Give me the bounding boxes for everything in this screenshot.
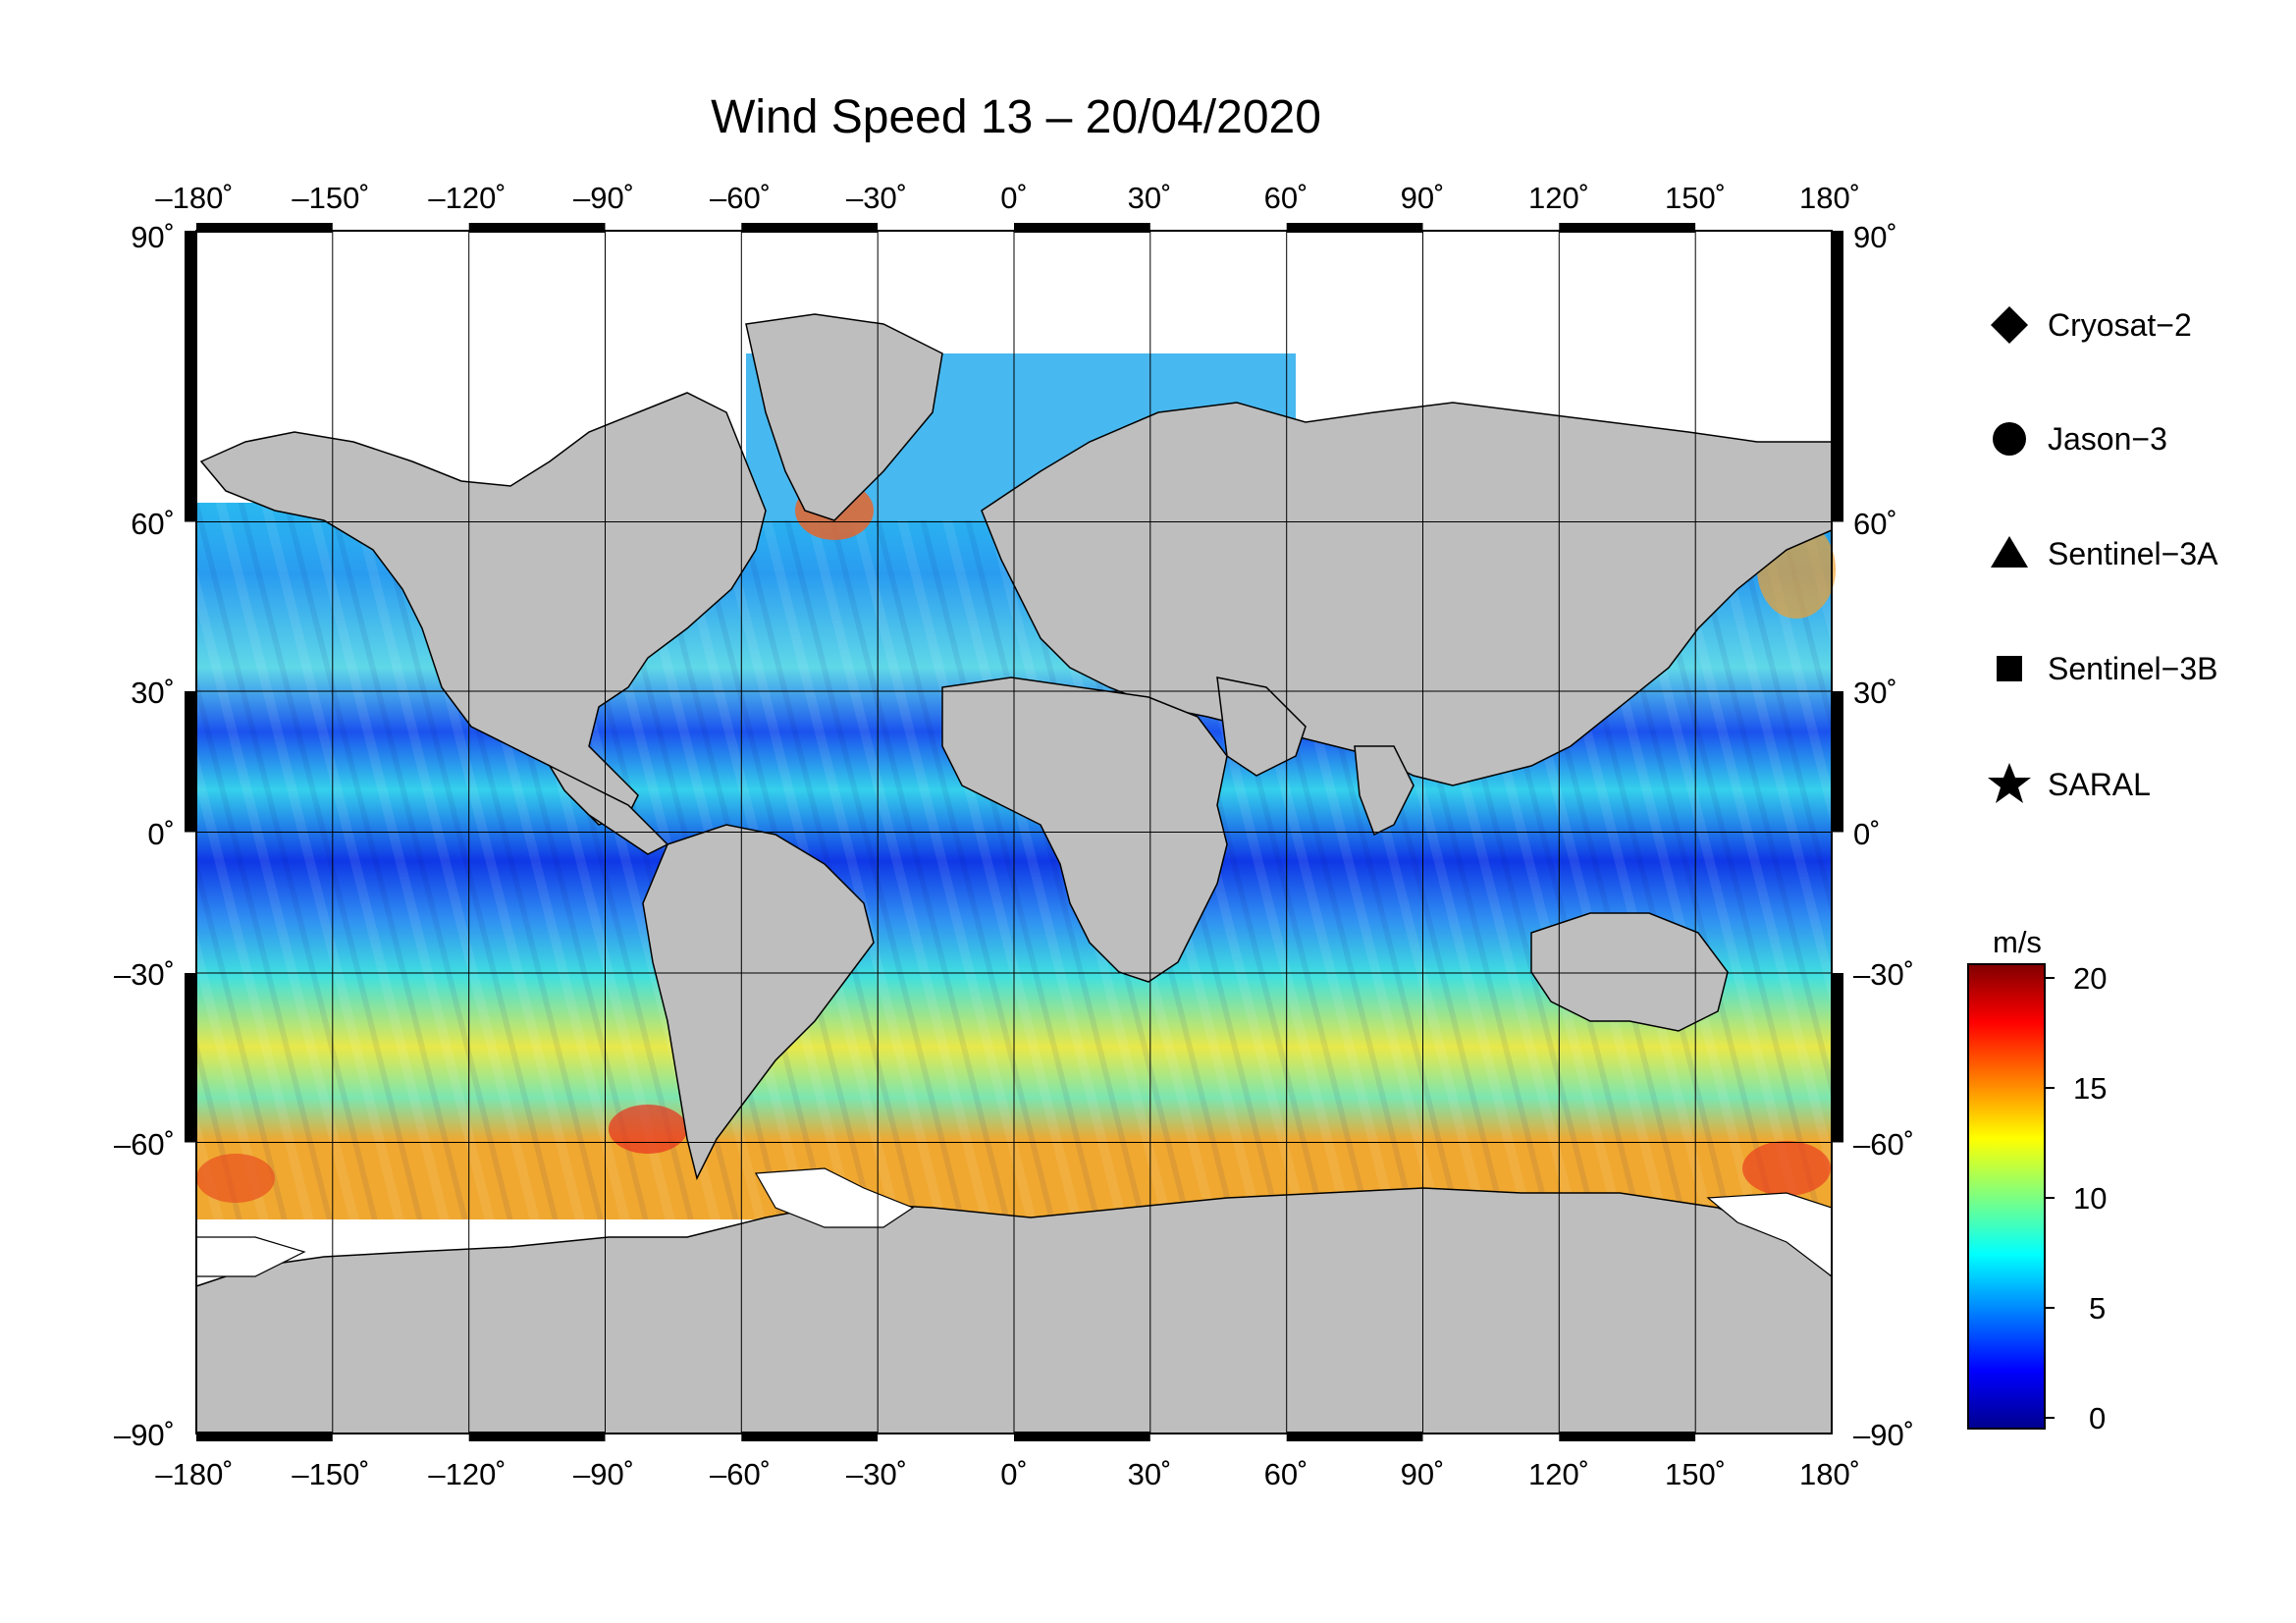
weddell-ice-shelf xyxy=(755,1167,915,1228)
lon-tick: 60˚ xyxy=(1264,181,1308,215)
map-area xyxy=(185,223,1843,1441)
lon-tick: 90˚ xyxy=(1401,181,1445,215)
lon-tick: 150˚ xyxy=(1665,181,1726,215)
colorbar-tick-label: 15 xyxy=(2073,1071,2107,1106)
diamond-icon xyxy=(1991,306,2028,344)
lat-tick: –30˚ xyxy=(114,957,175,992)
lat-tick: –60˚ xyxy=(1853,1127,1914,1162)
lon-ticks-bottom: –180˚ –150˚ –120˚ –90˚ –60˚ –30˚ 0˚ 30˚ … xyxy=(155,1457,1860,1491)
frame-checker xyxy=(185,223,1843,1441)
lon-tick: 120˚ xyxy=(1528,181,1589,215)
lat-tick: 90˚ xyxy=(1853,220,1897,254)
lat-tick: 30˚ xyxy=(131,676,175,710)
lon-tick: 180˚ xyxy=(1799,1457,1860,1491)
lat-tick: 30˚ xyxy=(1853,676,1897,710)
lat-tick: 60˚ xyxy=(1853,507,1897,541)
star-icon xyxy=(1988,763,2031,803)
colorbar: m/s 0 5 10 15 20 xyxy=(1967,925,2107,1435)
lon-tick: 180˚ xyxy=(1799,181,1860,215)
legend-label: SARAL xyxy=(2048,767,2151,802)
lon-tick: 150˚ xyxy=(1665,1457,1726,1491)
legend-label: Jason−3 xyxy=(2048,421,2167,457)
colorbar-tick-label: 0 xyxy=(2089,1401,2106,1435)
circle-icon xyxy=(1993,422,2026,456)
triangle-icon xyxy=(1991,536,2028,568)
lat-tick: –60˚ xyxy=(114,1127,175,1162)
lon-tick: 60˚ xyxy=(1264,1457,1308,1491)
high-wind-patch xyxy=(1742,1141,1831,1196)
lon-tick: –30˚ xyxy=(846,181,907,215)
colorbar-unit: m/s xyxy=(1993,925,2042,959)
lon-tick: 0˚ xyxy=(1000,181,1028,215)
lon-tick: –90˚ xyxy=(573,181,634,215)
lon-tick: –180˚ xyxy=(155,181,233,215)
north-america xyxy=(199,392,767,826)
satellite-legend: Cryosat−2 Jason−3 Sentinel−3A Sentinel−3… xyxy=(1988,306,2218,803)
lon-tick: –60˚ xyxy=(710,181,771,215)
legend-label: Sentinel−3A xyxy=(2048,536,2218,571)
australia xyxy=(1530,912,1729,1032)
legend-label: Cryosat−2 xyxy=(2048,307,2192,343)
lat-tick: 0˚ xyxy=(147,817,175,851)
colorbar-tick-label: 10 xyxy=(2073,1181,2107,1216)
lon-tick: –120˚ xyxy=(428,1457,506,1491)
lat-tick: 0˚ xyxy=(1853,817,1881,851)
lat-tick: –90˚ xyxy=(114,1418,175,1452)
lon-tick: 90˚ xyxy=(1401,1457,1445,1491)
lon-tick: –180˚ xyxy=(155,1457,233,1491)
lat-tick: –30˚ xyxy=(1853,957,1914,992)
lon-tick: 30˚ xyxy=(1128,1457,1172,1491)
lat-tick: 90˚ xyxy=(131,220,175,254)
colorbar-ticks xyxy=(2045,977,2055,1419)
south-america xyxy=(642,824,875,1181)
graticule xyxy=(196,231,1832,1434)
lat-ticks-right: 90˚ 60˚ 30˚ 0˚ –30˚ –60˚ –90˚ xyxy=(1853,220,1914,1452)
lon-tick: –120˚ xyxy=(428,181,506,215)
lon-tick: 30˚ xyxy=(1128,181,1172,215)
lon-ticks-top: –180˚ –150˚ –120˚ –90˚ –60˚ –30˚ 0˚ 30˚ … xyxy=(155,181,1860,215)
square-icon xyxy=(1997,656,2022,681)
map-title: Wind Speed 13 – 20/04/2020 xyxy=(711,91,1321,143)
legend-label: Sentinel−3B xyxy=(2048,651,2217,686)
lon-tick: 120˚ xyxy=(1528,1457,1589,1491)
lon-tick: –30˚ xyxy=(846,1457,907,1491)
lat-tick: 60˚ xyxy=(131,507,175,541)
lon-tick: –90˚ xyxy=(573,1457,634,1491)
arabia xyxy=(1216,676,1307,777)
lon-tick: 0˚ xyxy=(1000,1457,1028,1491)
high-wind-patch xyxy=(609,1105,687,1154)
colorbar-tick-label: 5 xyxy=(2089,1291,2106,1325)
india xyxy=(1354,745,1415,837)
colorbar-tick-label: 20 xyxy=(2073,961,2107,996)
high-wind-patch xyxy=(196,1154,275,1203)
lon-tick: –150˚ xyxy=(292,1457,369,1491)
lat-ticks-left: 90˚ 60˚ 30˚ 0˚ –30˚ –60˚ –90˚ xyxy=(114,220,175,1452)
lon-tick: –60˚ xyxy=(710,1457,771,1491)
colorbar-gradient xyxy=(1967,963,2046,1430)
lat-tick: –90˚ xyxy=(1853,1418,1914,1452)
lon-tick: –150˚ xyxy=(292,181,369,215)
greenland xyxy=(745,313,943,521)
